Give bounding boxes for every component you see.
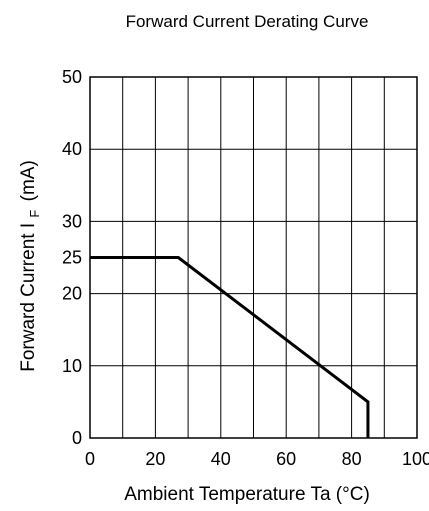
y-tick-label: 10: [62, 356, 82, 376]
y-tick-label: 40: [62, 139, 82, 159]
x-tick-label: 100: [402, 449, 429, 469]
y-tick-label: 30: [62, 211, 82, 231]
y-axis-title: Forward Current I F (mA): [18, 160, 44, 372]
derating-curve-line: [90, 256, 370, 438]
x-tick-labels: 0 20 40 60 80 100: [85, 449, 429, 469]
y-tick-label: 0: [72, 428, 82, 448]
y-tick-label: 50: [62, 67, 82, 87]
y-axis-title-unit: (mA): [18, 160, 39, 201]
chart-title: Forward Current Derating Curve: [126, 12, 369, 31]
x-tick-label: 0: [85, 449, 95, 469]
y-axis-title-main: Forward Current: [18, 233, 39, 372]
x-axis-title: Ambient Temperature Ta (°C): [124, 484, 370, 505]
y-axis-title-symbol: I: [18, 223, 39, 228]
svg-text:Forward Current: Forward Current I F (mA): [18, 160, 44, 372]
y-tick-label: 25: [62, 248, 82, 268]
series-layer: [90, 256, 370, 438]
x-tick-label: 40: [211, 449, 231, 469]
x-tick-label: 20: [145, 449, 165, 469]
y-tick-labels: 0 10 20 25 30 40 50: [62, 67, 82, 448]
y-axis-title-subscript: F: [27, 210, 42, 218]
y-tick-label: 20: [62, 284, 82, 304]
x-tick-label: 60: [276, 449, 296, 469]
x-tick-label: 80: [342, 449, 362, 469]
